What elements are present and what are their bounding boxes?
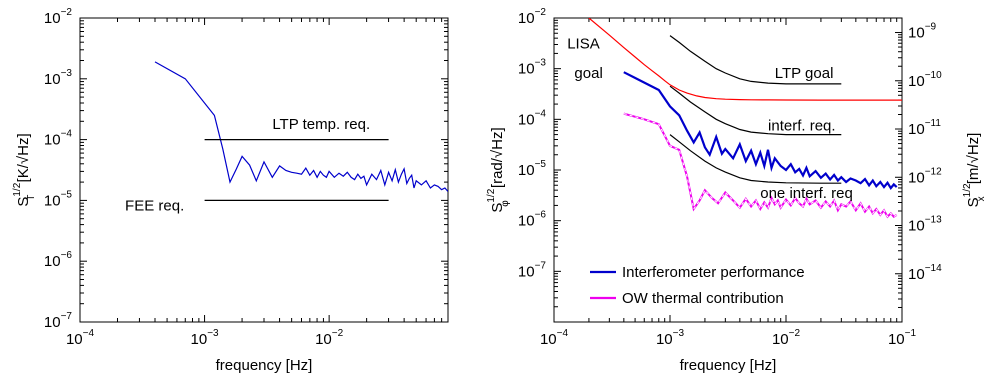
y-tick-label: 10−7 <box>44 311 73 331</box>
series-group <box>588 18 902 219</box>
x-axis-label: frequency [Hz] <box>216 357 313 374</box>
plot-frame <box>79 17 449 323</box>
series-lisa-goal <box>588 18 902 101</box>
legend-entry: OW thermal contribution <box>622 290 784 307</box>
y-tick-label: 10−2 <box>518 7 547 27</box>
right-y-tick-label: 10−14 <box>908 263 942 283</box>
annotation: one interf. req <box>760 185 853 202</box>
annotation: interf. req. <box>768 118 836 135</box>
right-y-axis-label: S1/2x [m/√Hz] <box>962 133 987 208</box>
annotation: LTP goal <box>775 65 834 82</box>
chart-left: 10−4 10−3 10−210−710−610−510−410−310−2freq… <box>12 7 449 374</box>
annotation: LISA <box>567 36 600 53</box>
x-tick-label: 10−1 <box>888 328 917 348</box>
x-tick-label: 10−3 <box>656 328 685 348</box>
right-y-tick-label: 10−10 <box>908 70 942 90</box>
annotation: goal <box>574 65 602 82</box>
y-tick-label: 10−4 <box>518 108 547 128</box>
y-tick-label: 10−3 <box>44 68 73 88</box>
y-tick-label: 10−6 <box>518 210 547 230</box>
x-tick-label: 10−4 <box>540 328 569 348</box>
series-ltp-goal <box>669 35 842 85</box>
series-interf-req <box>669 85 842 136</box>
series-line-0 <box>154 61 448 192</box>
x-tick-label: 10−4 <box>66 328 95 348</box>
y-tick-label: 10−4 <box>44 129 73 149</box>
y-tick-label: 10−3 <box>518 58 547 78</box>
x-tick-label: 10−2 <box>772 328 801 348</box>
legend-entry: Interferometer performance <box>622 264 805 281</box>
x-tick-label: 10−2 <box>315 328 344 348</box>
right-y-tick-label: 10−9 <box>908 22 937 42</box>
x-tick-label: 10−3 <box>191 328 220 348</box>
chart-right: 10−4 10−3 10−2 10−1 10−7 10−6 10−5 10−4 10−3 10−2… <box>486 7 987 374</box>
right-y-tick-label: 10−11 <box>908 118 941 138</box>
right-y-tick-label: 10−13 <box>908 215 942 235</box>
y-tick-label: 10−7 <box>518 260 547 280</box>
y-tick-label: 10−5 <box>44 189 73 209</box>
series-one-interf-req <box>669 134 842 184</box>
annotation: LTP temp. req. <box>272 116 370 133</box>
y-tick-label: 10−5 <box>518 159 547 179</box>
x-axis-label: frequency [Hz] <box>680 357 777 374</box>
series-interferometer-performance <box>623 71 898 190</box>
series-ow-thermal-contribution-dash <box>623 113 897 218</box>
right-y-tick-label: 10−12 <box>908 166 942 186</box>
y-tick-label: 10−6 <box>44 250 73 270</box>
annotation: FEE req. <box>125 198 184 215</box>
y-axis-label: S1/2φ [rad/√Hz] <box>486 127 511 212</box>
y-axis-label: S1/2T [K/√Hz] <box>12 133 37 206</box>
y-tick-label: 10−2 <box>44 7 73 27</box>
series-group <box>154 61 448 201</box>
